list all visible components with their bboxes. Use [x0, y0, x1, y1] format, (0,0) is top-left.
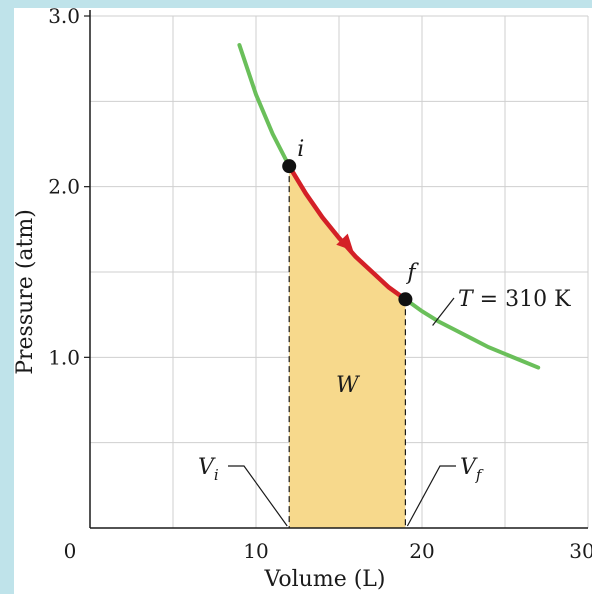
x-tick-label: 30 — [569, 539, 592, 563]
x-tick-label: 0 — [64, 539, 77, 563]
isotherm-leader-line — [432, 297, 455, 326]
x-tick-label: 10 — [243, 539, 268, 563]
work-area-fill — [289, 166, 406, 529]
volume-dashed-lines — [288, 166, 406, 528]
left-border-strip — [0, 0, 14, 594]
isotherm-label: T = 310 K — [458, 287, 571, 312]
state-point-i — [282, 159, 297, 174]
point-label-i: i — [297, 137, 304, 162]
x-axis-title: Volume (L) — [264, 567, 386, 592]
vi-leader-line — [228, 465, 288, 527]
y-tick-label: 3.0 — [48, 4, 80, 28]
vi-label: Vi — [198, 455, 219, 484]
y-tick-label: 2.0 — [48, 175, 80, 199]
top-border-strip — [0, 0, 592, 8]
y-axis-title: Pressure (atm) — [13, 209, 38, 375]
area-label: W — [336, 373, 361, 398]
y-tick-label: 1.0 — [48, 345, 80, 369]
state-point-f — [398, 292, 413, 307]
work-area — [289, 166, 406, 529]
chart-labels: 0 10 20 30 1.0 2.0 3.0 Volume (L) Pressure (atm)… — [13, 4, 592, 592]
point-label-f: f — [405, 260, 419, 285]
vf-label: Vf — [460, 455, 484, 484]
vf-leader-line — [406, 465, 456, 527]
axes — [84, 10, 588, 529]
process-arrow — [336, 233, 354, 251]
x-tick-label: 20 — [409, 539, 434, 563]
state-points — [282, 159, 413, 307]
